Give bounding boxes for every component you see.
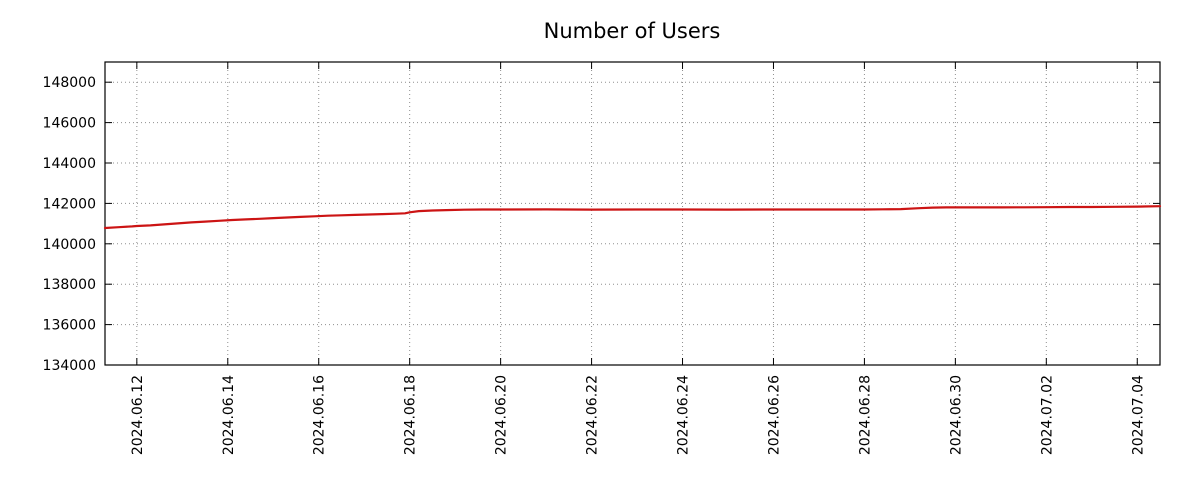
x-tick-label: 2024.06.28 bbox=[857, 375, 873, 455]
x-tick-label: 2024.06.18 bbox=[403, 375, 419, 455]
grid-lines bbox=[105, 62, 1160, 366]
axes bbox=[104, 61, 1161, 366]
line-series bbox=[103, 205, 1162, 230]
x-tick-label: 2024.06.20 bbox=[494, 375, 510, 455]
x-tick-label: 2024.06.26 bbox=[766, 375, 782, 455]
y-tick-label: 134000 bbox=[43, 358, 96, 374]
y-tick-label: 142000 bbox=[43, 196, 96, 212]
x-tick-label: 2024.07.04 bbox=[1130, 375, 1146, 455]
tick-labels: 2024.06.12 2024.06.14 2024.06.16 2024.06.18… bbox=[43, 75, 1147, 455]
users-line bbox=[103, 205, 1162, 230]
x-tick-label: 2024.07.02 bbox=[1039, 375, 1055, 455]
y-tick-label: 138000 bbox=[43, 277, 96, 293]
y-tick-label: 146000 bbox=[43, 116, 96, 132]
x-tick-label: 2024.06.14 bbox=[221, 375, 237, 455]
x-tick-label: 2024.06.30 bbox=[948, 375, 964, 455]
y-tick-label: 136000 bbox=[43, 318, 96, 334]
x-tick-label: 2024.06.16 bbox=[312, 375, 328, 455]
x-tick-label: 2024.06.22 bbox=[585, 375, 601, 455]
y-tick-label: 148000 bbox=[43, 75, 96, 91]
x-tick-label: 2024.06.12 bbox=[130, 375, 146, 455]
chart-title: Number of Users bbox=[544, 19, 721, 43]
x-tick-label: 2024.06.24 bbox=[676, 375, 692, 455]
y-tick-label: 140000 bbox=[43, 237, 96, 253]
y-tick-label: 144000 bbox=[43, 156, 96, 172]
plot-border bbox=[104, 61, 1161, 366]
